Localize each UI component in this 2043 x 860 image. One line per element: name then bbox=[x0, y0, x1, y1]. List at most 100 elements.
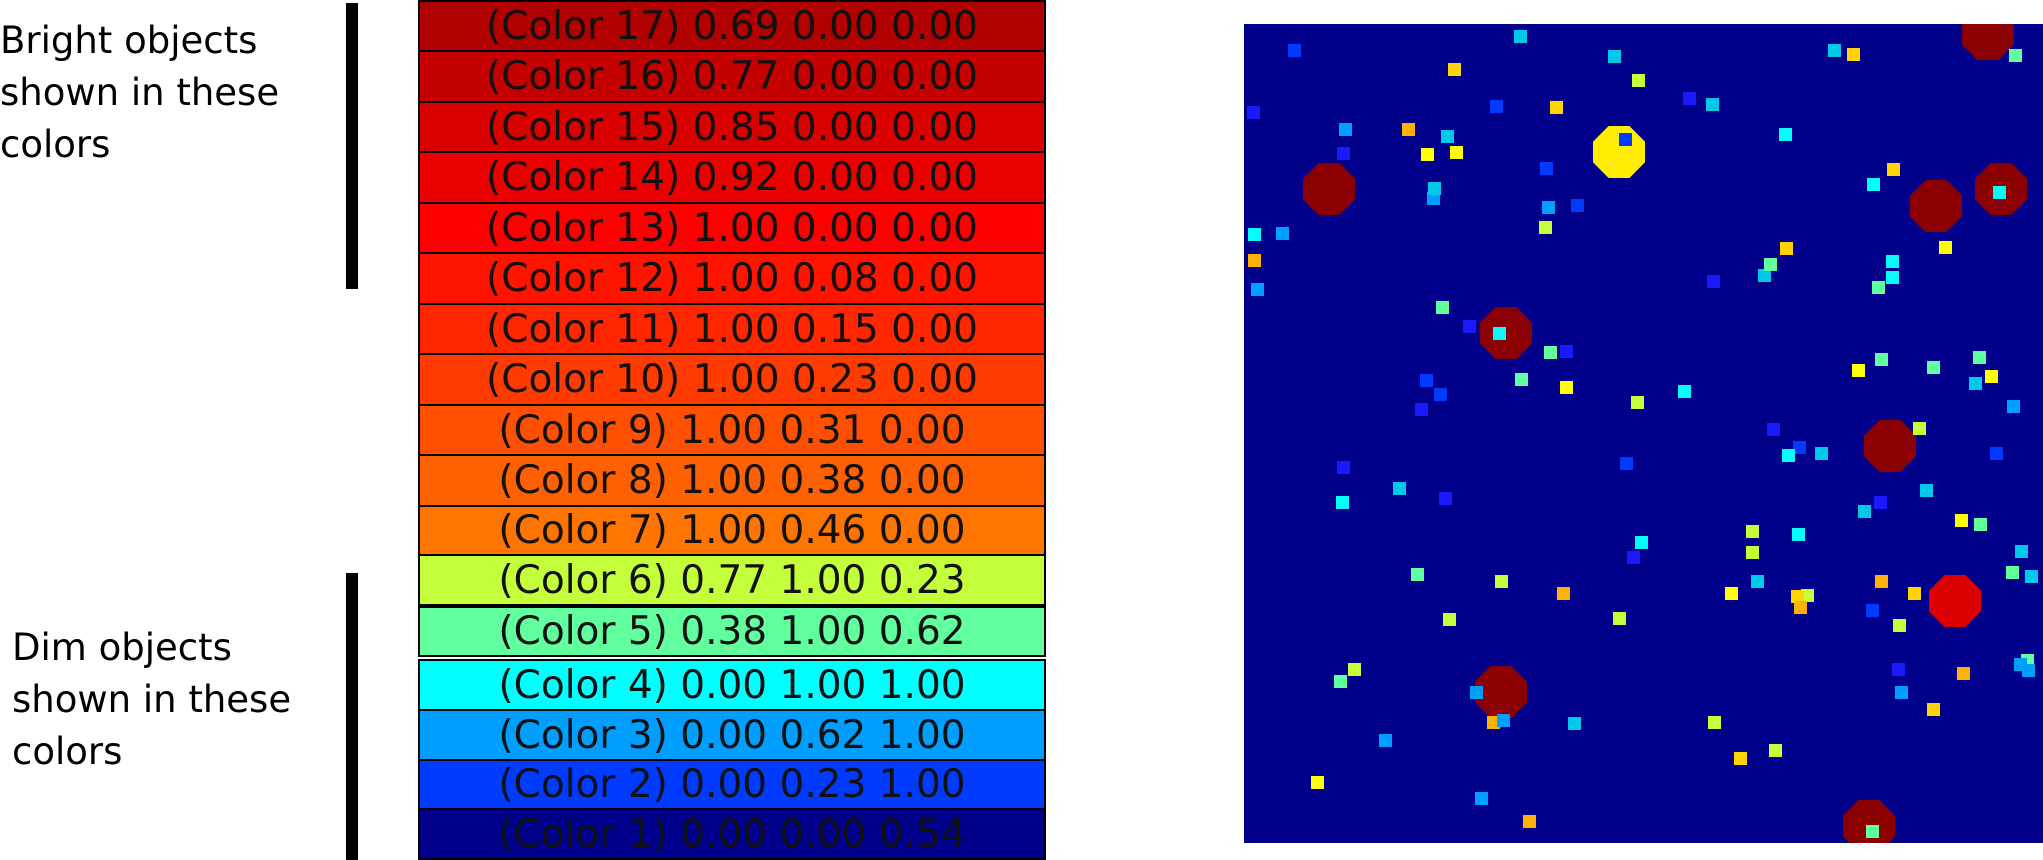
dim-object bbox=[1635, 536, 1648, 549]
dim-object bbox=[1348, 663, 1361, 676]
dim-object bbox=[1767, 423, 1780, 436]
dim-object bbox=[1782, 449, 1795, 462]
dim-object bbox=[1707, 275, 1720, 288]
dim-object bbox=[1434, 388, 1447, 401]
dim-object bbox=[1887, 163, 1900, 176]
dim-object bbox=[1490, 100, 1503, 113]
dim-object bbox=[1411, 568, 1424, 581]
dim-object bbox=[1886, 271, 1899, 284]
dim-object bbox=[1793, 441, 1806, 454]
dim-object bbox=[2015, 545, 2028, 558]
dim-object bbox=[1560, 345, 1573, 358]
dim-object bbox=[2006, 566, 2019, 579]
bright-object bbox=[1962, 24, 2014, 60]
dim-object bbox=[1872, 281, 1885, 294]
dim-object bbox=[1514, 30, 1527, 43]
dim-object bbox=[1866, 825, 1879, 838]
dim-object bbox=[1990, 447, 2003, 460]
dim-object bbox=[1780, 242, 1793, 255]
bright-bracket bbox=[346, 3, 358, 289]
dim-object bbox=[1337, 147, 1350, 160]
dim-object bbox=[1560, 381, 1573, 394]
dim-object bbox=[1443, 613, 1456, 626]
color-swatch: (Color 4) 0.00 1.00 1.00 bbox=[418, 659, 1046, 711]
dim-object bbox=[1858, 505, 1871, 518]
dim-object bbox=[1746, 525, 1759, 538]
dim-object bbox=[1441, 130, 1454, 143]
dim-object bbox=[1927, 703, 1940, 716]
bright-object bbox=[1929, 575, 1981, 627]
color-swatch: (Color 9) 1.00 0.31 0.00 bbox=[418, 404, 1046, 456]
dim-object bbox=[1913, 422, 1926, 435]
bright-object bbox=[1475, 666, 1527, 718]
dim-object bbox=[1875, 575, 1888, 588]
dim-object bbox=[1734, 752, 1747, 765]
dim-object bbox=[1893, 619, 1906, 632]
bright-object bbox=[1480, 307, 1532, 359]
dim-object bbox=[1334, 675, 1347, 688]
dim-object bbox=[1751, 575, 1764, 588]
color-swatch: (Color 7) 1.00 0.46 0.00 bbox=[418, 505, 1046, 556]
bright-objects-label: Bright objects shown in these colors bbox=[0, 19, 280, 166]
dim-object bbox=[1539, 221, 1552, 234]
dim-object bbox=[1402, 123, 1415, 136]
dim-object bbox=[1436, 301, 1449, 314]
dim-object bbox=[1892, 663, 1905, 676]
dim-object bbox=[1632, 74, 1645, 87]
dim-object bbox=[1311, 776, 1324, 789]
dim-object bbox=[1631, 396, 1644, 409]
dim-object bbox=[1493, 327, 1506, 340]
dim-object bbox=[1801, 589, 1814, 602]
dim-bracket bbox=[346, 573, 358, 860]
dim-object bbox=[1568, 717, 1581, 730]
dim-object bbox=[1779, 128, 1792, 141]
dim-object bbox=[1792, 528, 1805, 541]
dim-object bbox=[1828, 44, 1841, 57]
dim-object bbox=[1627, 551, 1640, 564]
dim-objects-label: Dim objects shown in these colors bbox=[12, 626, 292, 773]
dim-object bbox=[1683, 92, 1696, 105]
dim-object bbox=[1852, 364, 1865, 377]
dim-object bbox=[1288, 44, 1301, 57]
dim-object bbox=[1866, 604, 1879, 617]
dim-object bbox=[1450, 146, 1463, 159]
dim-object bbox=[1794, 601, 1807, 614]
dim-object bbox=[1276, 227, 1289, 240]
color-swatch: (Color 14) 0.92 0.00 0.00 bbox=[418, 151, 1046, 204]
color-swatch: (Color 5) 0.38 1.00 0.62 bbox=[418, 606, 1046, 657]
dim-object bbox=[1337, 461, 1350, 474]
dim-object bbox=[1955, 514, 1968, 527]
dim-object bbox=[1487, 716, 1500, 729]
dim-object bbox=[1969, 377, 1982, 390]
dim-object bbox=[1415, 403, 1428, 416]
dim-object bbox=[1886, 255, 1899, 268]
dim-object bbox=[1706, 98, 1719, 111]
color-swatch: (Color 10) 1.00 0.23 0.00 bbox=[418, 353, 1046, 406]
dim-object bbox=[1571, 199, 1584, 212]
object-field bbox=[1244, 24, 2043, 843]
color-swatch: (Color 16) 0.77 0.00 0.00 bbox=[418, 50, 1046, 103]
color-swatch: (Color 6) 0.77 1.00 0.23 bbox=[418, 554, 1046, 606]
color-swatch: (Color 8) 1.00 0.38 0.00 bbox=[418, 454, 1046, 507]
dim-object bbox=[1339, 123, 1352, 136]
dim-object bbox=[1448, 63, 1461, 76]
dim-object bbox=[1874, 496, 1887, 509]
dim-object bbox=[1927, 361, 1940, 374]
dim-object bbox=[1497, 714, 1510, 727]
dim-object bbox=[1764, 258, 1777, 271]
dim-object bbox=[1815, 447, 1828, 460]
dim-object bbox=[1542, 201, 1555, 214]
color-swatch: (Color 12) 1.00 0.08 0.00 bbox=[418, 252, 1046, 305]
dim-object bbox=[1895, 686, 1908, 699]
dim-object bbox=[1608, 50, 1621, 63]
dim-object bbox=[1475, 792, 1488, 805]
dim-object bbox=[1470, 686, 1483, 699]
dim-object bbox=[1251, 283, 1264, 296]
dim-object bbox=[1379, 734, 1392, 747]
dim-object bbox=[1557, 587, 1570, 600]
dim-object bbox=[1336, 496, 1349, 509]
dim-object bbox=[1439, 492, 1452, 505]
dim-object bbox=[1791, 590, 1804, 603]
dim-object bbox=[1725, 587, 1738, 600]
color-swatch: (Color 15) 0.85 0.00 0.00 bbox=[418, 101, 1046, 153]
